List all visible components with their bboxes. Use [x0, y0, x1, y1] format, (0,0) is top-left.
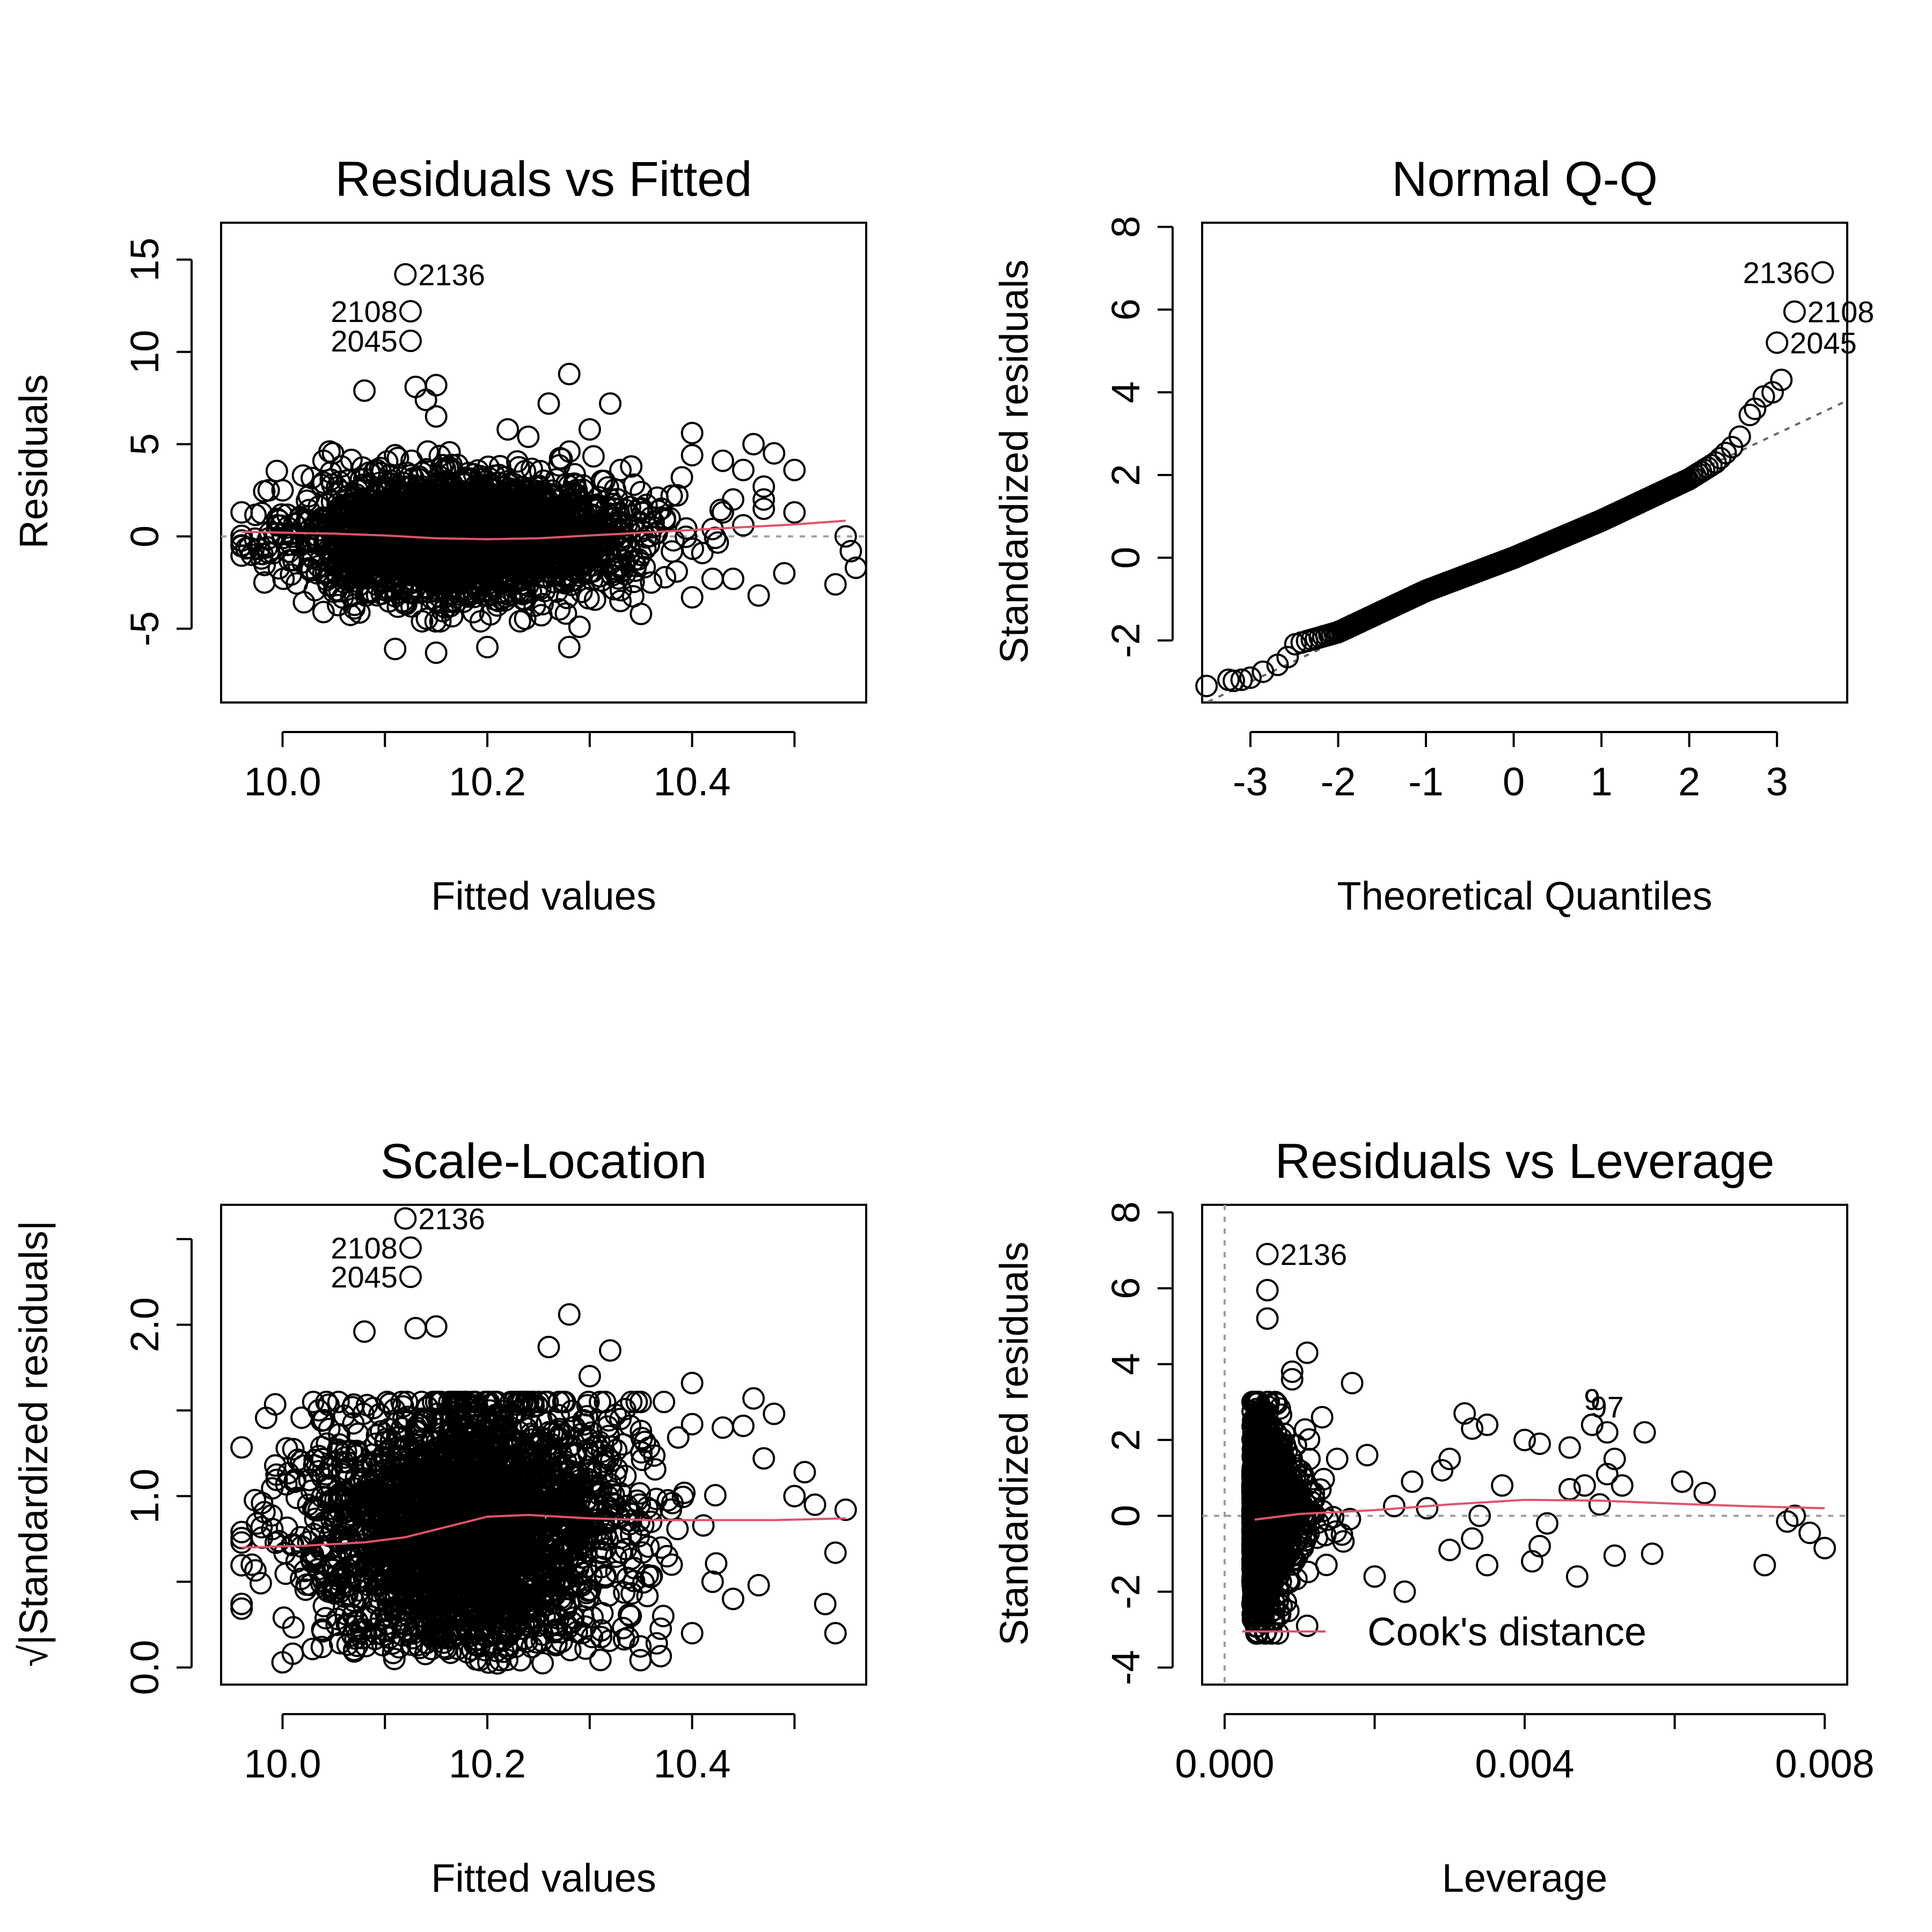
x-tick-label: 0: [1503, 759, 1525, 804]
point-label-2045: 2045: [1790, 326, 1857, 360]
panel-2-title: Normal Q-Q: [1392, 152, 1658, 207]
data-point: [253, 571, 276, 594]
panel-1-frame: [220, 222, 867, 704]
y-tick-label: 10: [122, 330, 167, 374]
data-point: [706, 531, 729, 554]
panel-1-title: Residuals vs Fitted: [335, 152, 752, 207]
y-tick-label: 0: [1103, 547, 1148, 569]
point-label-2136: 2136: [418, 258, 485, 291]
panel-3-title: Scale-Location: [380, 1134, 707, 1189]
data-point: [291, 551, 314, 574]
y-tick-label: 6: [1103, 298, 1148, 320]
data-point: [620, 455, 643, 478]
x-tick-label: 2: [1678, 759, 1700, 804]
point-label-2045: 2045: [331, 324, 398, 358]
data-point: [633, 555, 656, 579]
point-label-2136: 2136: [1743, 255, 1810, 289]
x-tick-label: 3: [1766, 759, 1788, 804]
panel-1-x-label: Fitted values: [431, 874, 656, 918]
y-tick-label: -5: [122, 611, 167, 647]
x-tick-label: -3: [1233, 759, 1268, 804]
y-tick-label: 2: [1103, 464, 1148, 486]
x-tick-label: -1: [1408, 759, 1444, 804]
panel-3-y-label: √|Standardized residuals|: [11, 1220, 56, 1667]
y-tick-label: 15: [122, 238, 167, 282]
x-tick-label: -2: [1321, 759, 1356, 804]
y-tick-label: 4: [1103, 381, 1148, 403]
panel-3-x-label: Fitted values: [431, 1856, 656, 1900]
panel-2-y-label: Standardized residuals: [992, 260, 1036, 664]
point-label-2108: 2108: [1807, 295, 1875, 329]
panel-1-y-label: Residuals: [11, 375, 56, 549]
y-tick-label: 5: [122, 433, 167, 455]
x-tick-label: 10.4: [654, 759, 731, 804]
panel-2-x-label: Theoretical Quantiles: [1337, 874, 1712, 918]
data-point: [438, 441, 461, 464]
x-tick-label: 10.0: [244, 759, 321, 804]
point-label-2108: 2108: [331, 295, 398, 328]
x-tick-label: 1: [1591, 759, 1613, 804]
panel-residuals-vs-fitted: Residuals vs Fitted Fitted values Residu…: [11, 152, 867, 918]
y-tick-label: -2: [1103, 623, 1148, 658]
x-tick-label: 10.2: [449, 759, 526, 804]
data-point: [548, 598, 571, 621]
y-tick-label: 8: [1103, 216, 1148, 238]
data-point: [675, 517, 698, 540]
y-tick-label: 0: [122, 525, 167, 547]
